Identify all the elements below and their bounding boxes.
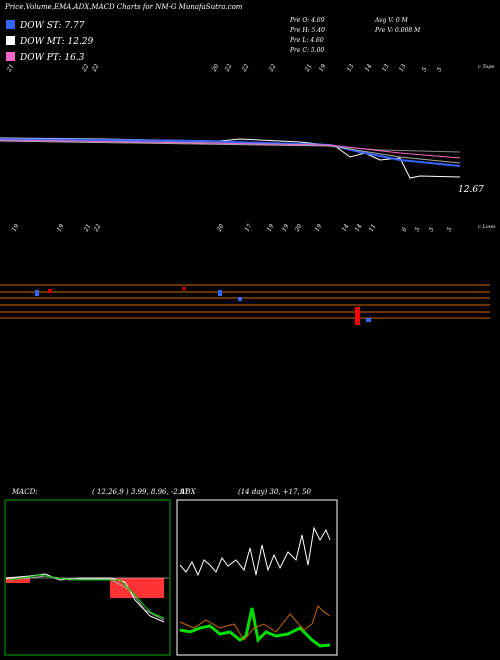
plus-di — [179, 607, 331, 648]
low-label: 21 — [82, 223, 92, 234]
volume-bar — [48, 289, 52, 293]
volume-bar — [218, 290, 222, 296]
legend: DOW ST: 7.77 DOW MT: 12.29 DOW PT: 16.3 — [6, 20, 94, 63]
top-label: 20 — [210, 63, 220, 74]
low-label: 14 — [341, 223, 351, 233]
legend-label: DOW PT: 16.3 — [19, 53, 85, 63]
info: Pre O: 4.69 Pre H: 5.40 Pre L: 4.60 Pre C: … — [289, 17, 421, 54]
low-label: 20 — [293, 223, 303, 234]
info-text: Pre C: 5.00 — [289, 47, 324, 54]
macd-label: MACD: — [11, 488, 38, 496]
legend-swatch — [6, 36, 15, 45]
low-label: 19 — [11, 223, 21, 233]
info-text: Pre V: 0.008 M — [374, 27, 421, 34]
signal-line — [5, 575, 165, 621]
low-label: 19 — [266, 223, 276, 233]
lows-label: c Lows — [478, 224, 496, 230]
dow-mt — [0, 140, 461, 164]
volume-bar — [182, 287, 186, 290]
low-label: 17 — [244, 223, 254, 233]
top-label: 14 — [364, 63, 374, 73]
price-panel: 12.67 c Tops c Lows 21 22 22 20 22 22 22 21 19 13… — [0, 63, 496, 234]
top-label: 13 — [346, 63, 356, 73]
volume-bar — [238, 297, 242, 301]
legend-swatch — [6, 52, 15, 61]
low-label: 22 — [92, 223, 102, 234]
adx-panel: ADX (14 day) 30, +17, 50 — [176, 488, 338, 656]
minus-di — [179, 605, 331, 641]
top-label: 22 — [80, 63, 90, 74]
legend-swatch — [6, 20, 15, 29]
info-text: Avg V: 0 M — [374, 17, 409, 24]
low-label: 20 — [215, 223, 225, 234]
top-label: 22 — [240, 63, 250, 74]
low-label: 19 — [56, 223, 66, 233]
info-text: Pre H: 5.40 — [289, 27, 325, 34]
macd-params: ( 12,26,9 ) 3.99, 8.96, -2.97 — [92, 488, 189, 496]
adx-line — [179, 526, 331, 577]
low-label: 5 — [414, 226, 422, 233]
macd-frame — [4, 499, 171, 656]
volume-bar — [35, 290, 39, 296]
dow-pt — [0, 139, 461, 159]
top-label: 13 — [398, 63, 408, 73]
last-price: 12.67 — [458, 185, 484, 195]
low-label: 19 — [314, 223, 324, 233]
low-label: 14 — [354, 223, 364, 233]
volume-bar — [366, 318, 371, 322]
low-label: 11 — [368, 223, 378, 233]
top-label: 19 — [318, 63, 328, 73]
adx-frame — [176, 499, 338, 656]
adx-params: (14 day) 30, +17, 50 — [238, 488, 311, 496]
macd-panel: MACD: ( 12,26,9 ) 3.99, 8.96, -2.97 — [4, 488, 189, 656]
info-text: Pre O: 4.69 — [289, 17, 325, 24]
volume-bar — [355, 307, 360, 325]
macd-hist — [110, 578, 164, 598]
low-label: 5 — [446, 226, 454, 233]
macd-hist — [6, 577, 30, 583]
top-label: 5 — [436, 66, 444, 73]
legend-label: DOW ST: 7.77 — [19, 21, 85, 31]
top-label: 22 — [223, 63, 233, 74]
top-label: 21 — [303, 63, 313, 74]
low-label: 5 — [428, 226, 436, 233]
adx-label: ADX — [179, 488, 197, 496]
top-label: 13 — [381, 63, 391, 73]
volume-panel — [0, 284, 490, 319]
legend-label: DOW MT: 12.29 — [19, 37, 94, 47]
top-label: 21 — [5, 63, 15, 74]
low-label: 6 — [401, 226, 409, 233]
top-label: 22 — [90, 63, 100, 74]
volume-bars — [35, 287, 371, 325]
info-text: Pre L: 4.60 — [289, 37, 324, 44]
title: Price,Volume,EMA,ADX,MACD Charts for NM-… — [4, 3, 243, 11]
top-label: 22 — [267, 63, 277, 74]
top-label: 5 — [421, 66, 429, 73]
low-label: 19 — [281, 223, 291, 233]
tops-label: c Tops — [478, 64, 495, 70]
macd-avg — [9, 574, 165, 619]
